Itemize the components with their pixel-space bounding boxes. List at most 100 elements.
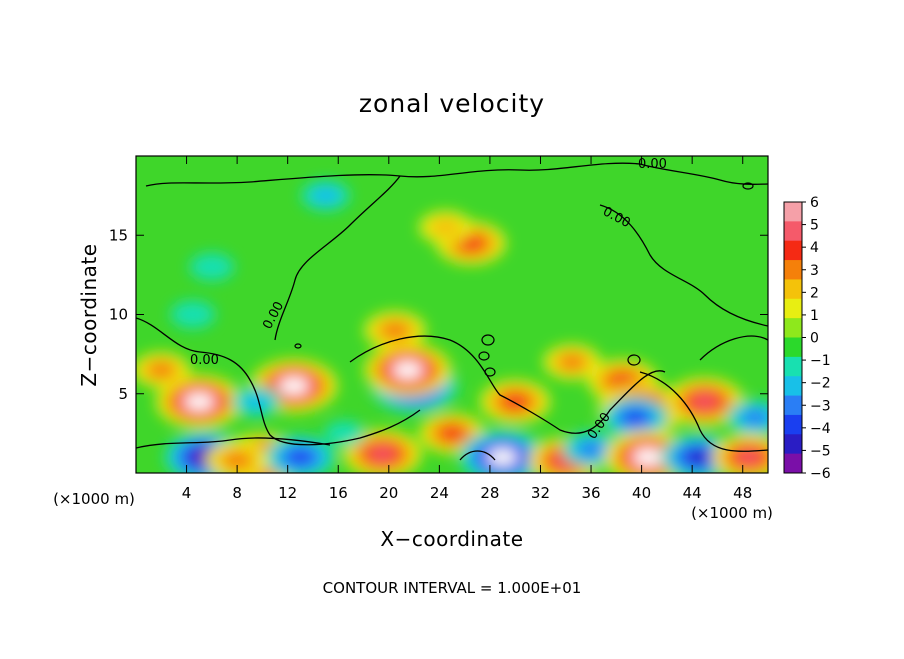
colorbar-swatch [784, 318, 802, 338]
x-tick-label: 40 [632, 484, 651, 502]
field-feature-saturated-23 [487, 448, 518, 466]
field-feature-31 [324, 420, 365, 446]
chart-title: zonal velocity [359, 89, 545, 118]
field-feature-5 [170, 300, 216, 329]
colorbar-swatch [784, 240, 802, 261]
plot-area: 0.00 0.00 0.00 0.00 0.00 [136, 156, 768, 473]
contour-line [136, 317, 421, 446]
x-tick-label: 24 [430, 484, 449, 502]
colorbar-tick-label: −6 [810, 466, 831, 482]
y-tick-label: 5 [118, 385, 128, 403]
contour-loop [478, 351, 490, 361]
field-feature-8 [241, 392, 272, 412]
field-feature-saturated-7 [278, 377, 310, 395]
colorbar-swatch [784, 221, 802, 242]
contour-interval-note: CONTOUR INTERVAL = 1.000E+01 [323, 579, 582, 597]
contour-line [136, 437, 331, 449]
contour-loop [627, 354, 641, 366]
y-axis-label: Z−coordinate [77, 243, 101, 386]
field-feature-21 [371, 447, 394, 461]
colorbar-tick-label: 2 [810, 285, 819, 301]
field-feature-22 [440, 426, 464, 441]
x-unit-left: (×1000 m) [53, 490, 135, 508]
contour-loop [742, 182, 754, 190]
colorbar-swatch [784, 337, 802, 358]
contour-line [459, 450, 496, 461]
x-tick-label: 20 [379, 484, 398, 502]
field-feature-15 [623, 410, 647, 425]
field-feature-17 [742, 409, 768, 426]
colorbar-swatch [784, 356, 802, 377]
colorbar-tick-label: 3 [810, 263, 819, 279]
contour-loop [481, 334, 495, 346]
contour-loop [484, 367, 496, 377]
x-tick-label: 36 [581, 484, 600, 502]
contour-line [274, 175, 401, 341]
x-tick-label: 16 [329, 484, 348, 502]
colorbar-swatch [784, 434, 802, 455]
x-axis-label: X−coordinate [380, 527, 523, 551]
colorbar-swatch [784, 202, 802, 222]
field-feature-12 [559, 354, 585, 370]
x-tick-label: 48 [733, 484, 752, 502]
colorbar-tick-label: 5 [810, 218, 819, 234]
y-axis-ticks: 5 10 15 [109, 226, 768, 403]
contour-loop [294, 343, 302, 349]
field-feature-16 [693, 394, 716, 409]
colorbar-swatch [784, 376, 802, 397]
x-tick-label: 8 [232, 484, 242, 502]
field-feature-4 [189, 253, 235, 281]
field-feature-27 [687, 450, 710, 464]
field-feature-1 [429, 217, 462, 238]
contour-label: 0.00 [190, 353, 219, 368]
colorbar-swatch [784, 279, 802, 300]
colorbar: 6 5 4 3 2 1 0 −1 −2 −3 −4 −5 −6 [784, 195, 831, 482]
contour-line [639, 371, 768, 452]
x-axis-ticks: 4 8 12 16 20 24 28 32 36 40 44 48 [182, 156, 752, 502]
x-tick-label: 32 [531, 484, 550, 502]
colorbar-tick-label: 4 [810, 240, 819, 256]
contour-line [599, 204, 768, 327]
x-unit-right: (×1000 m) [691, 504, 773, 522]
field-feature-saturated-6 [184, 393, 215, 411]
field-feature-11 [503, 394, 528, 410]
colorbar-tick-label: 6 [810, 195, 819, 211]
x-tick-label: 4 [182, 484, 192, 502]
field-feature-20 [288, 449, 313, 465]
x-tick-label: 28 [480, 484, 499, 502]
x-tick-label: 12 [278, 484, 297, 502]
contour-line [699, 335, 768, 361]
colorbar-tick-label: −5 [810, 443, 831, 459]
colorbar-swatch [784, 453, 802, 474]
field-feature-2 [381, 321, 409, 339]
field-feature-0 [458, 235, 484, 251]
zero-contours [136, 162, 768, 461]
colorbar-swatch [784, 395, 802, 416]
y-tick-label: 15 [109, 226, 128, 244]
contour-line [145, 162, 768, 187]
colorbar-tick-label: −1 [810, 353, 831, 369]
field-feature-28 [738, 450, 760, 464]
contour-line [349, 335, 666, 434]
colorbar-swatch [784, 298, 802, 319]
contour-label: 0.00 [638, 157, 667, 172]
field-feature-29 [148, 362, 174, 378]
y-tick-label: 10 [109, 306, 128, 324]
field-feature-saturated-10 [392, 361, 423, 379]
colorbar-tick-label: −3 [810, 398, 831, 414]
colorbar-tick-label: 1 [810, 308, 819, 324]
x-tick-label: 44 [683, 484, 702, 502]
colorbar-frame [783, 201, 803, 474]
colorbar-swatch [784, 414, 802, 435]
colorbar-tick-label: −4 [810, 421, 831, 437]
colorbar-swatch [784, 260, 802, 280]
field-feature-30 [223, 451, 251, 469]
field-features [136, 180, 768, 473]
colorbar-tick-label: −2 [810, 376, 831, 392]
field-feature-25 [578, 441, 604, 458]
field-feature-3 [310, 186, 341, 205]
field-feature-saturated-26 [632, 448, 664, 466]
colorbar-tick-label: 0 [810, 331, 819, 347]
